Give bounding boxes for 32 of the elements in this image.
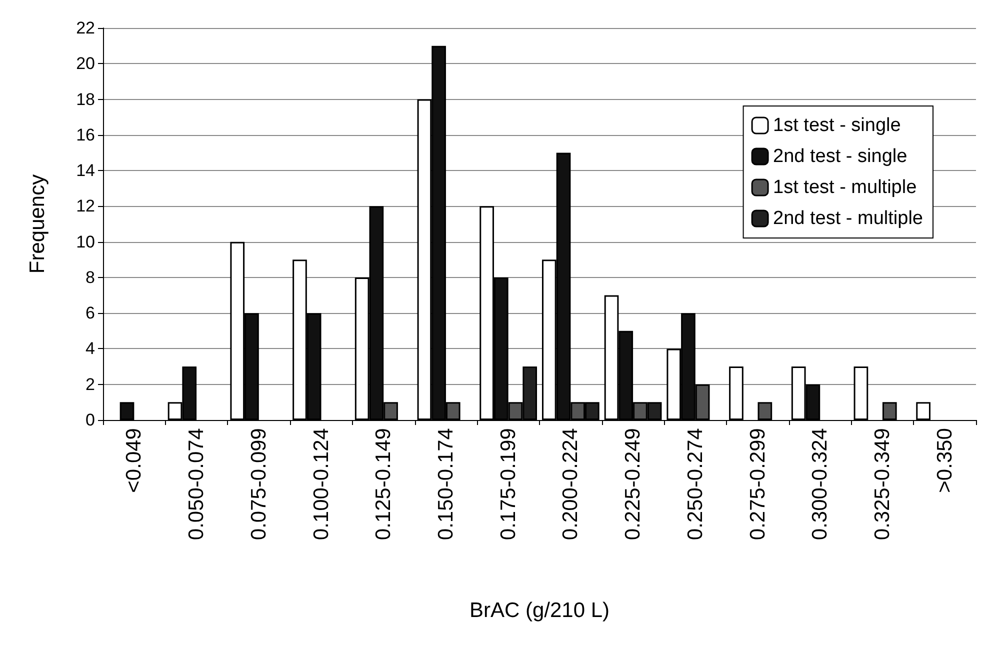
legend-label: 2nd test - single bbox=[773, 146, 908, 167]
y-tick-label: 0 bbox=[86, 410, 95, 430]
x-tick-label: 0.325-0.349 bbox=[870, 428, 894, 540]
y-tick-label: 4 bbox=[86, 339, 95, 358]
x-tick-label: 0.175-0.199 bbox=[496, 428, 520, 540]
y-tick-label: 14 bbox=[76, 161, 95, 180]
y-axis-title: Frequency bbox=[26, 174, 49, 274]
x-tick-label: >0.350 bbox=[933, 428, 956, 493]
x-tick-label: 0.150-0.174 bbox=[434, 428, 458, 540]
y-tick-label: 8 bbox=[86, 268, 95, 287]
y-tick-label: 16 bbox=[76, 125, 95, 144]
x-tick-label: 0.200-0.224 bbox=[559, 428, 582, 540]
legend-label: 1st test - multiple bbox=[773, 177, 917, 198]
x-tick-label: 0.125-0.149 bbox=[372, 428, 396, 540]
x-axis-title: BrAC (g/210 L) bbox=[469, 599, 610, 622]
x-tick-label: 0.275-0.299 bbox=[746, 428, 770, 540]
x-tick-label: 0.050-0.074 bbox=[185, 428, 208, 540]
y-tick-label: 22 bbox=[76, 18, 95, 38]
y-tick-label: 10 bbox=[76, 232, 95, 252]
y-tick-label: 18 bbox=[76, 90, 95, 109]
y-tick-label: 2 bbox=[86, 374, 95, 394]
y-tick-label: 12 bbox=[76, 196, 95, 216]
y-tick-label: 6 bbox=[86, 304, 95, 323]
legend-label: 1st test - single bbox=[773, 115, 901, 136]
x-tick-label: <0.049 bbox=[122, 428, 146, 493]
x-tick-label: 0.250-0.274 bbox=[684, 428, 707, 540]
x-tick-label: 0.100-0.124 bbox=[310, 428, 333, 540]
legend-label: 2nd test - multiple bbox=[773, 208, 924, 229]
y-tick-label: 20 bbox=[76, 54, 95, 74]
x-tick-label: 0.225-0.249 bbox=[622, 428, 645, 540]
x-tick-label: 0.075-0.099 bbox=[247, 428, 270, 540]
x-tick-label: 0.300-0.324 bbox=[808, 428, 832, 540]
